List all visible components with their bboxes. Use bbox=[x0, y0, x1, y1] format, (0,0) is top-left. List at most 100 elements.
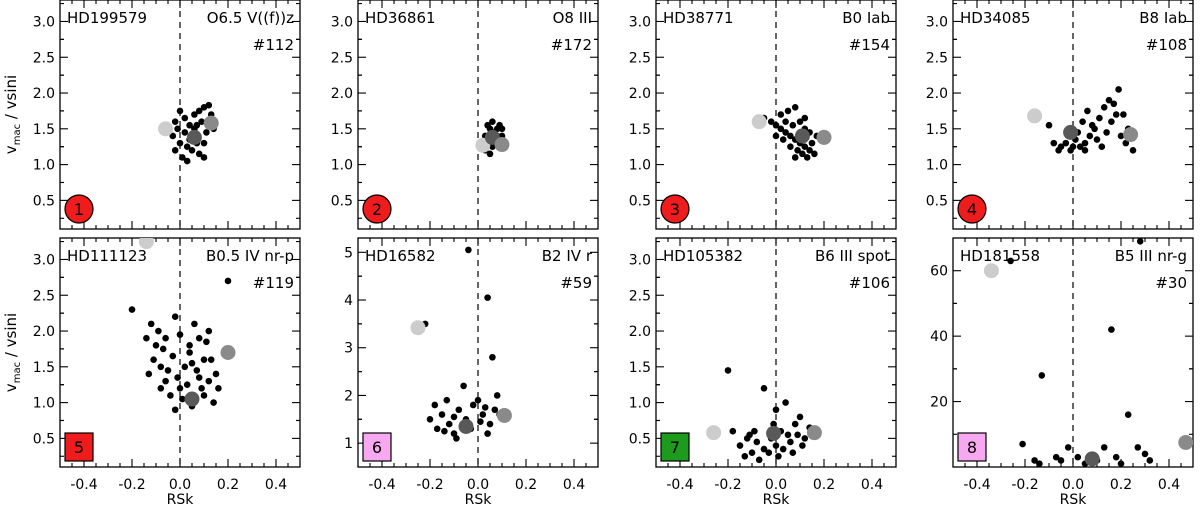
data-point bbox=[1129, 146, 1137, 154]
summary-marker-light-gray bbox=[1027, 108, 1043, 124]
data-point bbox=[1088, 121, 1096, 129]
star-name: HD36861 bbox=[365, 9, 436, 27]
data-point bbox=[1055, 146, 1062, 154]
data-point bbox=[198, 118, 205, 125]
line-count: #30 bbox=[1155, 274, 1187, 292]
data-points bbox=[706, 367, 822, 464]
x-tick-label: -0.4 bbox=[666, 477, 693, 493]
star-name: HD111123 bbox=[67, 247, 147, 265]
y-tick-label: 4 bbox=[344, 293, 353, 309]
y-tick-label: 2.0 bbox=[926, 86, 948, 102]
data-point bbox=[1112, 453, 1120, 461]
data-point bbox=[193, 121, 201, 129]
data-point bbox=[777, 125, 785, 133]
star-name: HD38771 bbox=[663, 9, 734, 27]
data-point bbox=[183, 143, 191, 151]
line-count: #119 bbox=[253, 274, 294, 292]
data-point bbox=[772, 132, 780, 140]
data-point bbox=[772, 406, 780, 414]
data-point bbox=[791, 154, 799, 161]
y-label-main: v bbox=[2, 383, 20, 392]
y-tick-label: 3.0 bbox=[331, 14, 353, 30]
y-tick-label: 2.0 bbox=[331, 86, 353, 102]
data-point bbox=[484, 121, 491, 129]
data-point bbox=[1117, 460, 1125, 467]
scatter-panel-1: 0.5 1.0 1.5 2.0 2.5 3.0 HD199579 O6.5 V((f))z #1… bbox=[33, 0, 301, 230]
y-tick-label: 3.0 bbox=[33, 14, 55, 30]
summary-marker-dark-gray bbox=[1063, 124, 1079, 140]
data-point bbox=[811, 150, 818, 158]
x-tick-label: 0.0 bbox=[1062, 477, 1084, 493]
data-point bbox=[1081, 146, 1089, 154]
data-point bbox=[796, 118, 804, 125]
data-point bbox=[176, 331, 184, 338]
line-count: #59 bbox=[560, 274, 592, 292]
y-tick-label: 40 bbox=[930, 329, 948, 345]
data-points bbox=[410, 246, 512, 442]
data-point bbox=[787, 143, 794, 151]
group-badge-circle bbox=[362, 194, 392, 224]
data-point bbox=[729, 427, 737, 435]
data-point bbox=[782, 399, 789, 406]
x-axis-label: RSk bbox=[1060, 492, 1088, 508]
x-tick-label: -0.2 bbox=[118, 477, 145, 493]
x-tick-label: 0.4 bbox=[563, 477, 585, 493]
group-badge-circle bbox=[957, 194, 987, 224]
data-point bbox=[493, 125, 501, 133]
data-point bbox=[801, 435, 809, 442]
y-label-rest: / vsini bbox=[2, 313, 20, 362]
y-tick-label: 5 bbox=[344, 245, 353, 261]
summary-marker-mid-gray bbox=[1178, 434, 1193, 450]
data-point bbox=[789, 121, 797, 129]
spectral-type: O6.5 V((f))z bbox=[207, 9, 294, 27]
data-point bbox=[443, 396, 451, 404]
y-label-rest: / vsini bbox=[2, 75, 20, 124]
x-tick-label: -0.4 bbox=[368, 477, 395, 493]
data-point bbox=[433, 425, 441, 433]
line-count: #154 bbox=[849, 36, 890, 54]
group-badge-square bbox=[64, 432, 94, 462]
data-point bbox=[1084, 107, 1091, 115]
data-point bbox=[796, 413, 804, 421]
summary-marker-mid-gray bbox=[494, 137, 510, 153]
data-point bbox=[489, 143, 496, 151]
summary-marker-dark-gray bbox=[794, 128, 810, 144]
data-point bbox=[181, 363, 189, 371]
data-points bbox=[128, 238, 236, 414]
data-point bbox=[1110, 100, 1118, 108]
data-points bbox=[158, 101, 219, 165]
y-tick-label: 1.0 bbox=[331, 158, 353, 174]
data-point bbox=[207, 356, 215, 363]
x-axis-labels: RSk RSk RSk RSk bbox=[167, 492, 1088, 508]
data-point bbox=[215, 384, 222, 392]
y-tick-label: 3.0 bbox=[926, 14, 948, 30]
data-point bbox=[784, 107, 792, 115]
y-label-subscript: mac bbox=[12, 124, 23, 145]
y-tick-label: 1.5 bbox=[33, 360, 55, 376]
y-tick-label: 1.0 bbox=[33, 158, 55, 174]
data-point bbox=[191, 111, 198, 118]
panel-grid: 0.5 1.0 1.5 2.0 2.5 3.0 HD199579 O6.5 V((f))z #1… bbox=[33, 0, 1194, 493]
y-tick-label: 0.5 bbox=[33, 431, 55, 447]
data-point bbox=[748, 449, 756, 456]
x-axis-label: RSk bbox=[763, 492, 791, 508]
data-point bbox=[1093, 136, 1101, 143]
y-tick-label: 1.0 bbox=[629, 396, 651, 412]
data-point bbox=[183, 381, 191, 389]
star-name: HD16582 bbox=[365, 247, 436, 265]
data-point bbox=[438, 411, 446, 418]
data-point bbox=[1062, 139, 1070, 147]
y-tick-label: 1.0 bbox=[926, 158, 948, 174]
y-axis-label: vmac / vsini bbox=[2, 313, 23, 392]
data-point bbox=[147, 320, 155, 328]
data-point bbox=[755, 456, 763, 464]
y-tick-label: 2.5 bbox=[629, 50, 651, 66]
data-point bbox=[1105, 96, 1113, 104]
data-point bbox=[1019, 440, 1026, 448]
data-point bbox=[791, 104, 799, 111]
data-point bbox=[455, 406, 463, 414]
data-point bbox=[765, 449, 773, 456]
data-point bbox=[159, 345, 167, 353]
data-point bbox=[760, 445, 768, 453]
